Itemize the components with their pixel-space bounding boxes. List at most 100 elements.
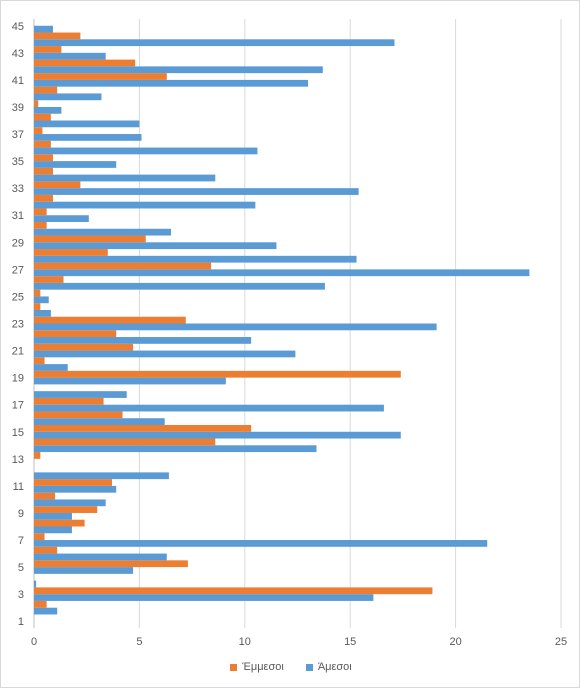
legend-label-direct: Άμεσοι [317,661,352,673]
bar-direct [34,607,58,615]
bar-indirect [34,59,136,67]
bar-direct [34,188,359,195]
legend-swatch-direct [305,663,313,671]
bar-direct [34,323,437,331]
bar-direct [34,228,172,236]
bar-indirect [34,208,47,216]
y-tick-label: 17 [12,400,24,412]
bar-direct [34,269,530,277]
x-tick-label: 0 [31,636,37,648]
y-tick-label: 7 [18,535,24,547]
bar-indirect [34,140,51,148]
bar-indirect [34,181,81,189]
bar-direct [34,567,134,574]
bar-direct [34,296,49,304]
bar-direct [34,594,374,601]
bar-indirect [34,235,146,243]
bar-indirect [34,560,188,568]
bar-direct [34,174,216,182]
legend: Έμμεσοι Άμεσοι [1,661,580,673]
bar-direct [34,134,142,141]
bar-indirect [34,506,98,513]
bar-direct [34,526,72,534]
bar-indirect [34,46,62,53]
bar-indirect [34,303,41,310]
y-tick-label: 15 [12,427,24,439]
bar-direct [34,472,169,480]
y-tick-label: 5 [18,562,24,574]
bar-direct [34,431,401,439]
bar-direct [34,39,395,47]
bar-direct [34,66,323,74]
y-tick-label: 33 [12,183,24,195]
y-tick-label: 43 [12,48,24,60]
y-tick-label: 11 [13,481,24,493]
bar-indirect [34,411,123,419]
bar-direct [34,147,258,155]
bar-direct [34,553,167,561]
bar-indirect [34,167,53,175]
bar-indirect [34,73,167,80]
y-tick-label: 13 [12,454,24,466]
bar-indirect [34,127,43,135]
bar-indirect [34,330,117,338]
y-tick-label: 27 [12,264,24,276]
bar-direct [34,418,165,425]
bar-direct [34,215,89,222]
x-tick-label: 10 [239,636,251,648]
bar-direct [34,93,102,101]
bar-indirect [34,262,212,270]
bar-direct [34,161,117,168]
bar-indirect [34,100,39,107]
y-tick-label: 19 [12,373,24,385]
bar-direct [34,404,384,412]
bar-direct [34,364,68,371]
bar-indirect [34,316,186,324]
y-tick-label: 23 [12,319,24,331]
bar-direct [34,377,226,385]
bar-direct [34,106,62,114]
bar-indirect [34,222,47,229]
bar-indirect [34,289,41,297]
legend-item-direct: Άμεσοι [305,661,352,673]
y-tick-label: 3 [18,589,24,601]
bar-direct [34,391,127,398]
bar-indirect [34,86,58,94]
x-tick-label: 25 [555,636,567,648]
bar-indirect [34,425,252,432]
bar-direct [34,485,117,493]
bar-indirect [34,452,41,459]
bar-direct [34,580,37,588]
bar-indirect [34,587,433,595]
legend-item-indirect: Έμμεσοι [230,661,284,673]
bar-direct [34,255,357,263]
bar-indirect [34,194,53,202]
bar-indirect [34,533,45,541]
bar-direct [34,25,53,33]
y-tick-label: 21 [12,346,24,358]
bar-direct [34,120,140,128]
bar-indirect [34,370,401,378]
x-tick-label: 5 [136,636,142,648]
bar-direct [34,52,106,60]
bar-direct [34,445,317,453]
bar-direct [34,499,106,507]
bar-indirect [34,343,134,351]
bar-indirect [34,479,112,486]
bar-direct [34,337,252,344]
bar-direct [34,512,72,520]
y-tick-label: 37 [12,129,24,141]
bar-indirect [34,600,47,608]
bar-direct [34,350,296,358]
y-tick-label: 45 [12,21,24,33]
bar-indirect [34,249,108,256]
bar-indirect [34,113,51,121]
legend-label-indirect: Έμμεσοι [242,661,284,673]
bar-indirect [34,519,85,527]
bar-direct [34,79,309,87]
x-tick-label: 20 [449,636,461,648]
y-tick-label: 1 [18,616,24,628]
y-tick-label: 9 [18,508,24,520]
